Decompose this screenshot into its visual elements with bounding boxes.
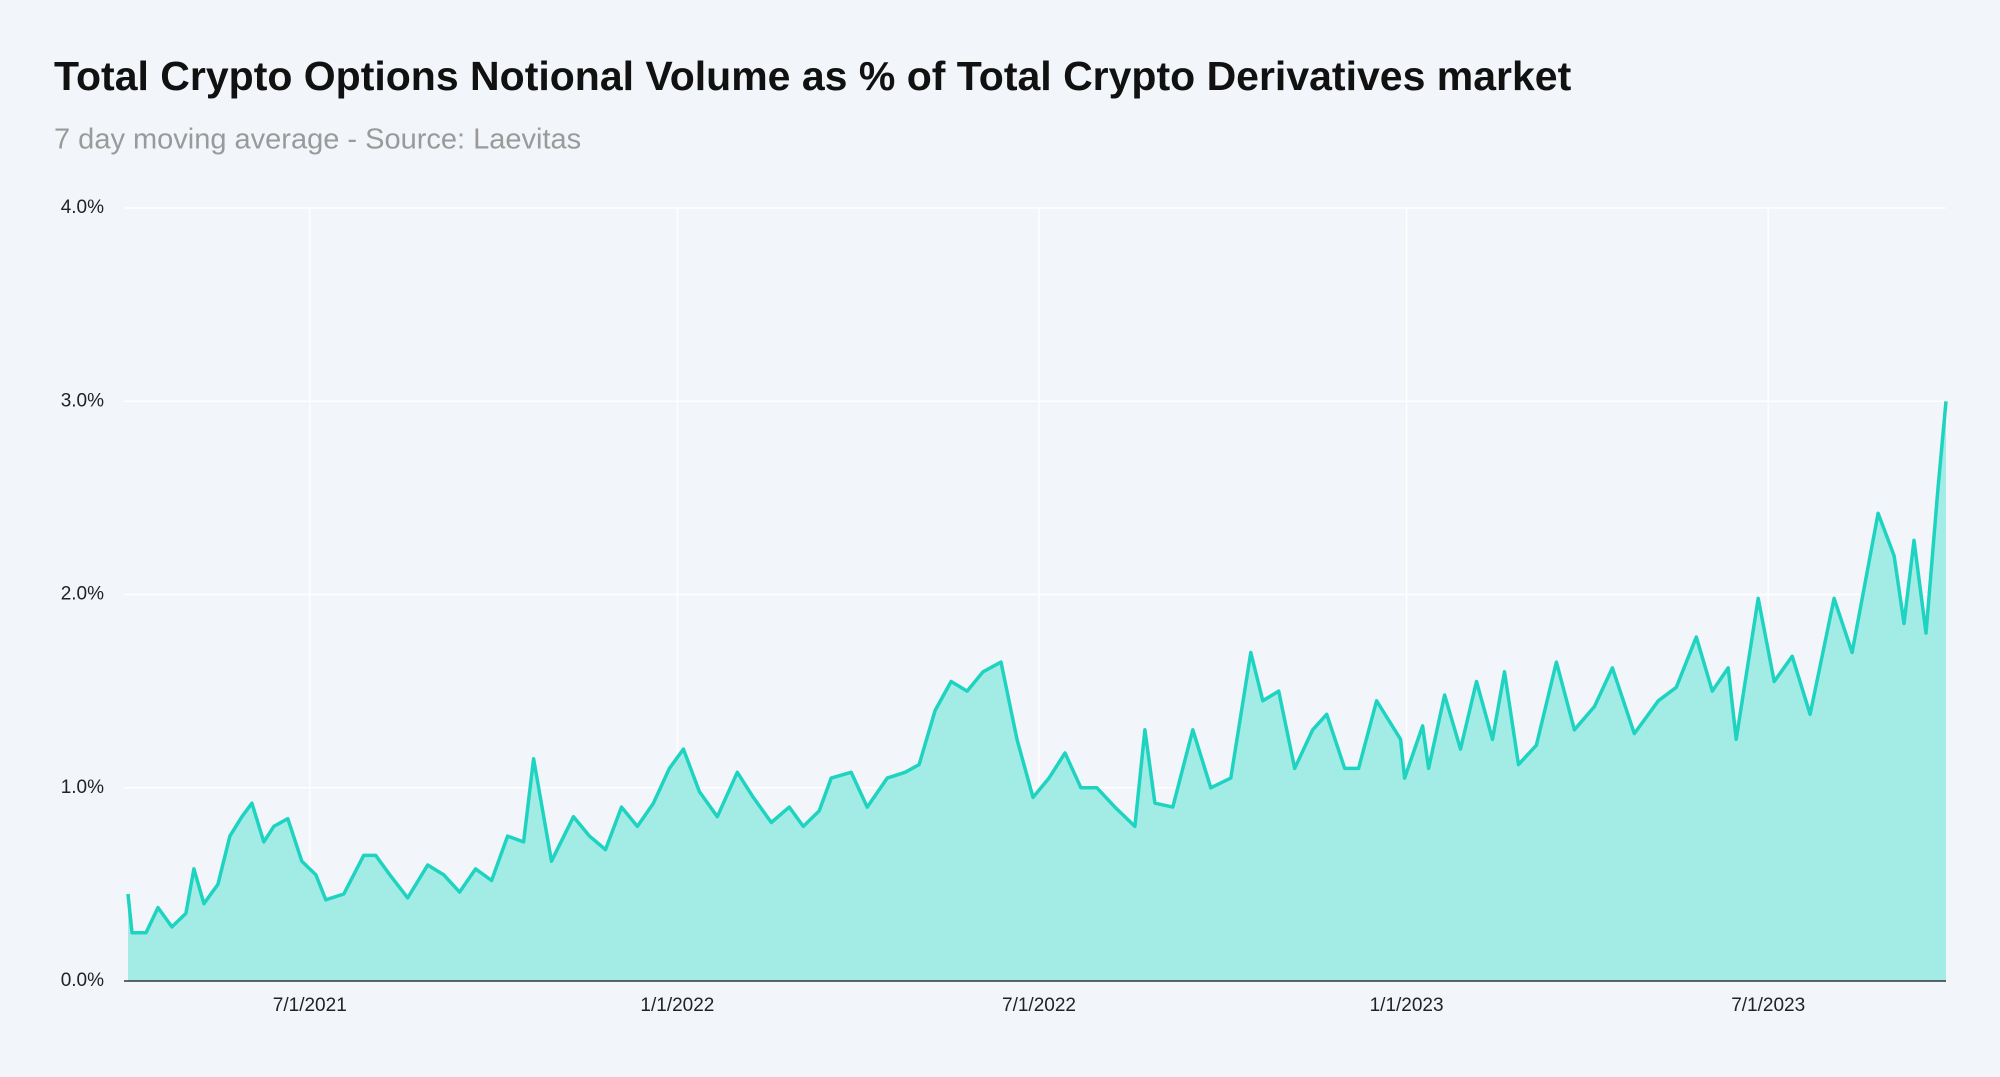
y-tick-label: 2.0% xyxy=(61,584,104,605)
data-line xyxy=(126,401,1948,935)
y-tick-label: 0.0% xyxy=(61,970,104,991)
x-tick-label: 7/1/2022 xyxy=(1002,995,1076,1016)
chart-subtitle: 7 day moving average - Source: Laevitas xyxy=(54,124,581,156)
x-tick-label: 1/1/2022 xyxy=(640,995,714,1016)
x-tick-label: 7/1/2021 xyxy=(273,995,347,1016)
x-tick-label: 1/1/2023 xyxy=(1370,995,1444,1016)
area-fill xyxy=(128,401,1946,981)
y-tick-label: 3.0% xyxy=(61,390,104,411)
x-tick-label: 7/1/2023 xyxy=(1731,995,1805,1016)
y-tick-label: 4.0% xyxy=(61,197,104,218)
chart-title: Total Crypto Options Notional Volume as … xyxy=(54,53,1572,99)
y-tick-label: 1.0% xyxy=(61,777,104,798)
